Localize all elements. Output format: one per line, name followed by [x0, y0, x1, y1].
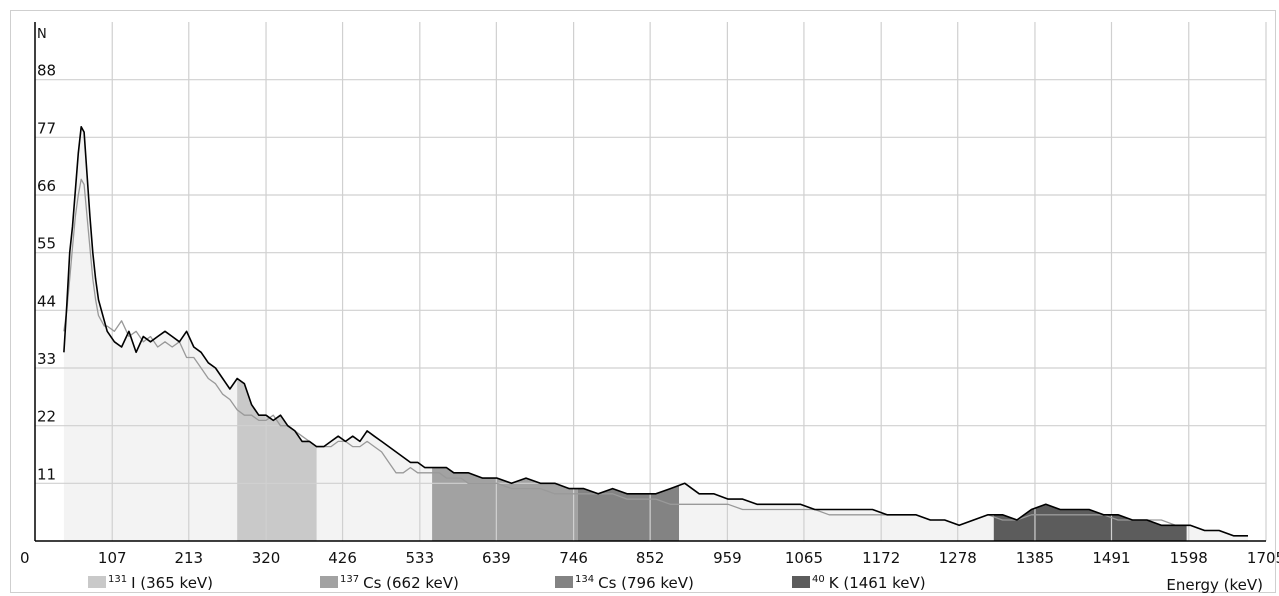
- legend-swatch: [792, 576, 810, 588]
- y-tick-label: 55: [37, 235, 56, 253]
- legend-isotope-mass: 137: [340, 574, 359, 585]
- x-tick-label: 1065: [785, 549, 823, 567]
- grid-lines: [35, 22, 1267, 541]
- legend-swatch: [320, 576, 338, 588]
- data-series: [63, 126, 1248, 537]
- legend-label: 134 Cs (796 keV): [575, 574, 694, 592]
- x-tick-label: 746: [559, 549, 588, 567]
- legend-isotope-mass: 131: [108, 574, 127, 585]
- legend-label: 40 K (1461 keV): [812, 574, 926, 592]
- x-tick-label: 0: [20, 549, 30, 567]
- x-tick-labels: 0 107 213 320 426 533 639 746 852 959 1065 1172 1278…: [20, 549, 1279, 567]
- legend-isotope-label: Cs (662 keV): [363, 574, 459, 592]
- peak-region-fill-1: [432, 467, 578, 541]
- legend-swatch: [555, 576, 573, 588]
- y-tick-label: 22: [37, 408, 56, 426]
- y-tick-label: 77: [37, 119, 56, 137]
- legend-label: 137 Cs (662 keV): [340, 574, 459, 592]
- x-tick-label: 533: [406, 549, 435, 567]
- x-tick-label: 1598: [1170, 549, 1208, 567]
- y-tick-labels: 11 22 33 44 55 66 77 88: [37, 62, 56, 484]
- x-tick-label: 852: [636, 549, 665, 567]
- legend-isotope-label: Cs (796 keV): [598, 574, 694, 592]
- y-tick-label: 33: [37, 350, 56, 368]
- x-tick-label: 1385: [1016, 549, 1054, 567]
- axes: [34, 22, 1266, 542]
- y-tick-label: 88: [37, 62, 56, 80]
- legend-item: 131 I (365 keV): [88, 574, 213, 592]
- y-tick-label: 11: [37, 465, 56, 483]
- x-tick-label: 639: [482, 549, 511, 567]
- legend-isotope-label: K (1461 keV): [829, 574, 926, 592]
- legend-item: 134 Cs (796 keV): [555, 574, 694, 592]
- spectrum-area-fill: [63, 126, 1248, 542]
- legend-isotope-label: I (365 keV): [131, 574, 213, 592]
- y-axis-title: N: [37, 27, 47, 42]
- x-axis-title: Energy (keV): [1166, 576, 1263, 594]
- x-tick-label: 426: [328, 549, 357, 567]
- legend-label: 131 I (365 keV): [108, 574, 213, 592]
- chart-frame: [10, 10, 1276, 593]
- legend: 131 I (365 keV) 137 Cs (662 keV) 134 Cs (796 …: [88, 574, 926, 592]
- legend-item: 40 K (1461 keV): [792, 574, 926, 592]
- legend-swatch: [88, 576, 106, 588]
- series-line-0: [63, 126, 1248, 537]
- x-tick-label: 107: [98, 549, 127, 567]
- legend-item: 137 Cs (662 keV): [320, 574, 459, 592]
- x-tick-label: 1172: [862, 549, 900, 567]
- y-tick-label: 66: [37, 177, 56, 195]
- x-tick-label: 1491: [1092, 549, 1130, 567]
- legend-isotope-mass: 134: [575, 574, 594, 585]
- x-tick-label: 959: [713, 549, 742, 567]
- x-tick-label: 1705: [1247, 549, 1279, 567]
- legend-isotope-mass: 40: [812, 574, 825, 585]
- y-tick-label: 44: [37, 292, 56, 310]
- x-tick-label: 320: [252, 549, 281, 567]
- x-tick-label: 1278: [939, 549, 977, 567]
- x-tick-label: 213: [174, 549, 203, 567]
- peak-region-fill-3: [993, 504, 1187, 541]
